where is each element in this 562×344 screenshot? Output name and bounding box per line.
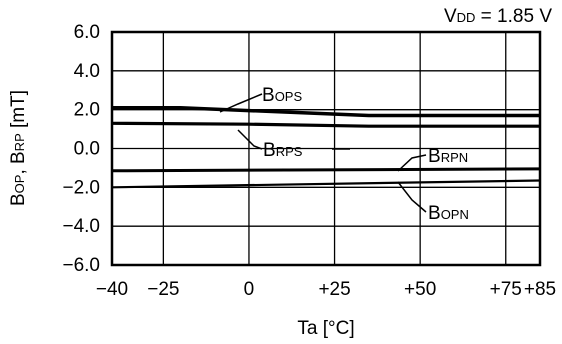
series-label-bops: BOPS xyxy=(262,85,302,106)
x-tick-label: +75 xyxy=(490,279,522,300)
x-tick-label: +50 xyxy=(404,279,436,300)
series-line-rpn xyxy=(111,167,541,173)
series-label-brpn: BRPN xyxy=(428,146,468,167)
x-tick-label: +85 xyxy=(524,279,556,300)
x-tick-label: −40 xyxy=(96,279,128,300)
series-label-bopn: BOPN xyxy=(428,203,469,224)
grid-lines xyxy=(112,32,540,265)
x-tick-labels: −40 −25 0 +25 +50 +75 +85 xyxy=(96,279,556,300)
x-tick-label: −25 xyxy=(147,279,179,300)
series-label-brps: BRPS xyxy=(263,140,303,161)
plot-frame xyxy=(110,30,542,267)
y-tick-label: −4.0 xyxy=(62,216,100,237)
x-tick-label: +25 xyxy=(318,279,350,300)
x-tick-label: 0 xyxy=(244,279,255,300)
leader-line xyxy=(219,93,263,113)
y-tick-label: −2.0 xyxy=(62,177,100,198)
series-line-ops xyxy=(112,105,540,118)
y-tick-label: 0.0 xyxy=(74,139,100,160)
series-line-rps xyxy=(111,121,540,128)
y-tick-labels: 6.0 4.0 2.0 0.0 −2.0 −4.0 −6.0 xyxy=(62,22,100,276)
y-tick-label: 2.0 xyxy=(74,100,100,121)
series-line-opn xyxy=(111,179,541,189)
y-tick-label: −6.0 xyxy=(62,255,100,276)
series-leader-lines xyxy=(219,93,427,213)
leader-line xyxy=(237,129,263,150)
condition-label: VDD = 1.85 V xyxy=(444,6,552,27)
leader-line xyxy=(397,154,427,172)
y-tick-label: 6.0 xyxy=(74,22,100,43)
y-tick-label: 4.0 xyxy=(74,61,100,82)
series-lines xyxy=(111,105,541,189)
leader-line xyxy=(397,181,427,213)
y-axis-label: BOP, BRP [mT] xyxy=(8,90,29,206)
x-axis-label: Ta [°C] xyxy=(297,318,354,339)
